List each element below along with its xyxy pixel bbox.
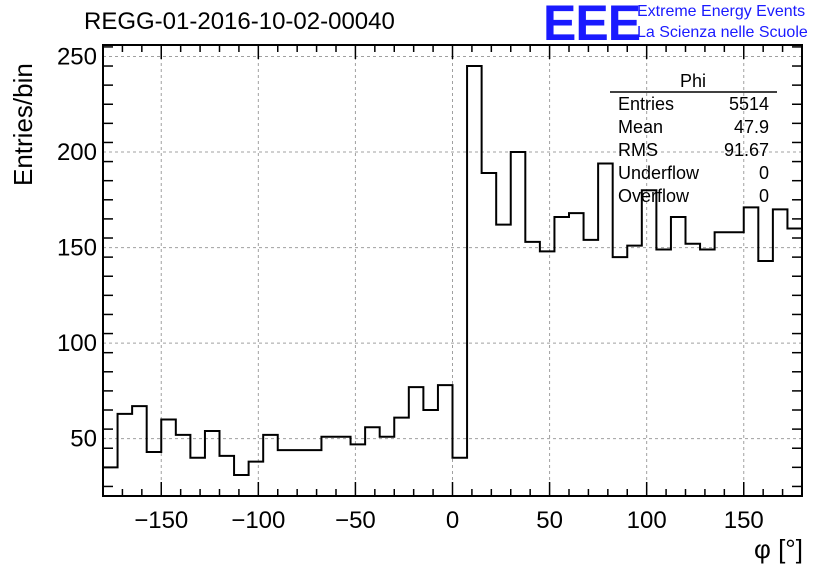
stats-box-title: Phi [680,71,706,91]
y-tick-label: 100 [57,330,97,357]
x-tick-label: 0 [446,507,459,534]
stats-value-underflow: 0 [759,163,769,183]
x-axis-label: φ [°] [754,534,803,564]
y-tick-label: 50 [70,426,97,453]
eee-logo: EEE [543,0,641,51]
stats-label-rms: RMS [618,140,658,160]
stats-value-entries: 5514 [729,94,769,114]
x-tick-label: −50 [335,507,376,534]
stats-value-overflow: 0 [759,186,769,206]
y-tick-label: 200 [57,139,97,166]
x-tick-label: 150 [724,507,764,534]
chart-title: REGG-01-2016-10-02-00040 [84,8,395,35]
stats-box: Phi Entries 5514 Mean 47.9 RMS 91.67 Underflow 0… [610,71,777,206]
stats-label-mean: Mean [618,117,663,137]
logo-tagline-line2: La Scienza nelle Scuole [637,24,808,41]
y-tick-label: 150 [57,235,97,262]
x-tick-label: 50 [536,507,563,534]
stats-label-underflow: Underflow [618,163,700,183]
logo-tagline-line1: Extreme Energy Events [637,3,806,20]
y-tick-label: 250 [57,43,97,70]
axis-ticks [102,45,803,496]
stats-value-mean: 47.9 [734,117,769,137]
stats-label-overflow: Overflow [618,186,690,206]
stats-label-entries: Entries [618,94,674,114]
x-tick-label: −150 [134,507,188,534]
stats-value-rms: 91.67 [724,140,769,160]
x-tick-label: −100 [231,507,285,534]
y-axis-label: Entries/bin [8,63,38,186]
tick-labels: −150 −100 −50 0 50 100 150 50 100 150 200 250 [57,43,764,534]
histogram-line [102,65,803,496]
x-tick-label: 100 [627,507,667,534]
